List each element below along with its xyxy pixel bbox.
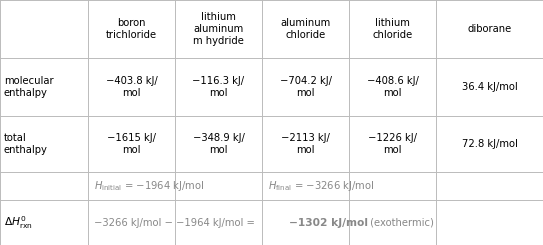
Text: −1226 kJ/
mol: −1226 kJ/ mol bbox=[368, 133, 417, 155]
Text: $\mathit{H}_{\rm final}$ = −3266 kJ/mol: $\mathit{H}_{\rm final}$ = −3266 kJ/mol bbox=[268, 179, 375, 193]
Text: −348.9 kJ/
mol: −348.9 kJ/ mol bbox=[193, 133, 244, 155]
Text: −704.2 kJ/
mol: −704.2 kJ/ mol bbox=[280, 76, 331, 98]
Text: lithium
chloride: lithium chloride bbox=[372, 18, 413, 40]
Text: −403.8 kJ/
mol: −403.8 kJ/ mol bbox=[106, 76, 157, 98]
Text: aluminum
chloride: aluminum chloride bbox=[280, 18, 331, 40]
Text: $\mathit{H}_{\rm initial}$ = −1964 kJ/mol: $\mathit{H}_{\rm initial}$ = −1964 kJ/mo… bbox=[94, 179, 205, 193]
Text: 72.8 kJ/mol: 72.8 kJ/mol bbox=[462, 139, 517, 149]
Text: boron
trichloride: boron trichloride bbox=[106, 18, 157, 40]
Text: (exothermic): (exothermic) bbox=[367, 218, 434, 228]
Text: $\Delta H^{0}_{\rm rxn}$: $\Delta H^{0}_{\rm rxn}$ bbox=[4, 214, 33, 231]
Text: −1615 kJ/
mol: −1615 kJ/ mol bbox=[107, 133, 156, 155]
Text: diborane: diborane bbox=[468, 24, 512, 34]
Text: lithium
aluminum
m hydride: lithium aluminum m hydride bbox=[193, 12, 244, 46]
Text: −1302 kJ/mol: −1302 kJ/mol bbox=[289, 218, 368, 228]
Text: −408.6 kJ/
mol: −408.6 kJ/ mol bbox=[367, 76, 419, 98]
Text: molecular
enthalpy: molecular enthalpy bbox=[4, 76, 54, 98]
Text: −116.3 kJ/
mol: −116.3 kJ/ mol bbox=[192, 76, 244, 98]
Text: 36.4 kJ/mol: 36.4 kJ/mol bbox=[462, 82, 517, 92]
Text: −3266 kJ/mol − −1964 kJ/mol =: −3266 kJ/mol − −1964 kJ/mol = bbox=[94, 218, 258, 228]
Text: −2113 kJ/
mol: −2113 kJ/ mol bbox=[281, 133, 330, 155]
Text: total
enthalpy: total enthalpy bbox=[4, 133, 48, 155]
